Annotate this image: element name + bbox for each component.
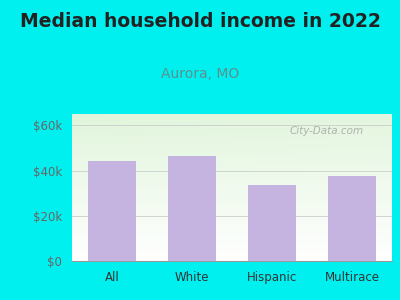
Text: Aurora, MO: Aurora, MO xyxy=(161,68,239,82)
Bar xyxy=(248,185,296,261)
Text: Median household income in 2022: Median household income in 2022 xyxy=(20,12,380,31)
Text: City-Data.com: City-Data.com xyxy=(290,126,364,136)
Bar xyxy=(168,156,216,261)
Bar xyxy=(88,161,136,261)
Bar xyxy=(328,176,376,261)
